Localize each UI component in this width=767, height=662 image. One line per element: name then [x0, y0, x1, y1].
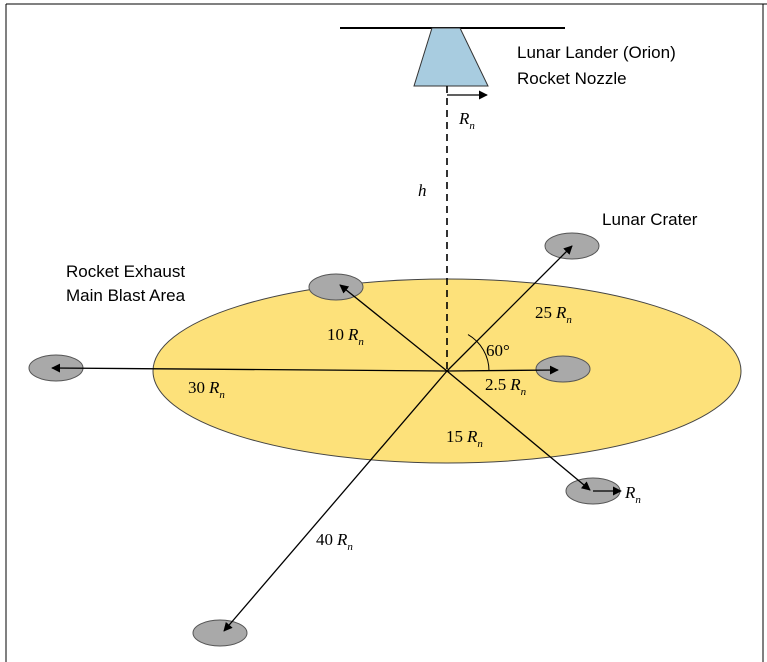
radius-subscript: n [566, 314, 572, 326]
crater-top-left [308, 273, 364, 301]
distance-value: 25 [535, 303, 552, 322]
exhaust-label-line2: Main Blast Area [66, 286, 186, 305]
radius-subscript: n [477, 438, 483, 450]
radius-subscript: n [347, 541, 353, 553]
distance-label-2-5: 2.5 Rn [485, 375, 527, 398]
exhaust-label-line1: Rocket Exhaust [66, 262, 185, 281]
radius-symbol: R [466, 427, 478, 446]
crater-bottom [192, 619, 248, 647]
lander-label-line2: Rocket Nozzle [517, 69, 627, 88]
height-label: h [418, 181, 427, 200]
distance-value: 30 [188, 378, 205, 397]
crater-inner-right [535, 355, 591, 383]
distance-value: 10 [327, 325, 344, 344]
radius-symbol: R [347, 325, 359, 344]
angle-label: 60° [486, 341, 510, 360]
lander-label-line1: Lunar Lander (Orion) [517, 43, 676, 62]
crater-label: Lunar Crater [602, 210, 698, 229]
distance-label-nozzle: Rn [458, 109, 475, 132]
distance-label-40: 40 Rn [316, 530, 353, 553]
arrow-to-inner-right-crater [446, 365, 559, 375]
radius-subscript: n [469, 120, 475, 132]
distance-label-crater-edge: Rn [624, 483, 641, 506]
radius-subscript: n [521, 386, 527, 398]
distance-label-30: 30 Rn [188, 378, 225, 401]
distance-label-25: 25 Rn [535, 303, 572, 326]
distance-value: 2.5 [485, 375, 506, 394]
distance-label-15: 15 Rn [446, 427, 483, 450]
arrow-to-top-right-crater [446, 245, 573, 372]
radius-subscript: n [219, 389, 225, 401]
distance-label-10: 10 Rn [327, 325, 364, 348]
radius-symbol: R [509, 375, 521, 394]
radius-symbol: R [208, 378, 220, 397]
angle-arc [467, 334, 490, 372]
arrow-to-bottom-crater [223, 370, 448, 632]
arrow-to-top-left-crater [339, 284, 448, 372]
radius-subscript: n [358, 336, 364, 348]
radius-symbol: R [624, 483, 636, 502]
radius-symbol: R [555, 303, 567, 322]
radius-symbol: R [458, 109, 470, 128]
arrow-to-left-crater [51, 363, 448, 373]
arrow-to-lower-right-crater [446, 370, 591, 491]
distance-value: 15 [446, 427, 463, 446]
distance-value: 40 [316, 530, 333, 549]
rocket-nozzle-icon [413, 27, 489, 87]
radius-subscript: n [635, 494, 641, 506]
radius-symbol: R [336, 530, 348, 549]
